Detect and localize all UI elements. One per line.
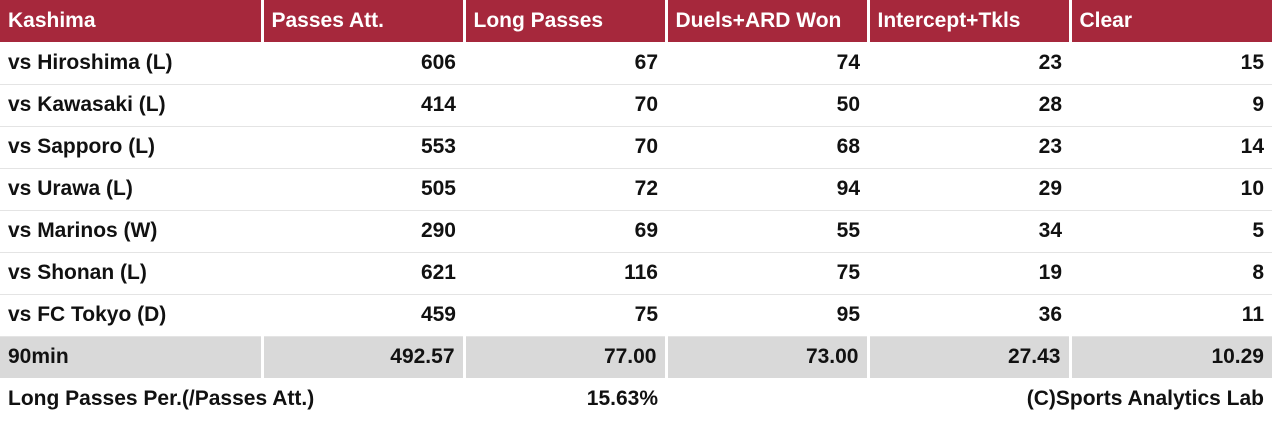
summary-value: 27.43 xyxy=(868,336,1072,378)
value-cell: 10 xyxy=(1070,168,1272,211)
value-cell: 75 xyxy=(666,252,868,295)
table-row: vs FC Tokyo (D) 459 75 95 36 11 xyxy=(0,294,1272,337)
summary-value: 73.00 xyxy=(666,336,870,378)
value-cell: 36 xyxy=(868,294,1070,337)
value-cell: 606 xyxy=(262,42,464,85)
summary-row: 90min 492.57 77.00 73.00 27.43 10.29 xyxy=(0,336,1272,378)
header-cell: Clear xyxy=(1070,0,1272,42)
header-cell: Passes Att. xyxy=(262,0,466,42)
footer-row: Long Passes Per.(/Passes Att.) 15.63% (C… xyxy=(0,378,1272,420)
value-cell: 55 xyxy=(666,210,868,253)
table-row: vs Sapporo (L) 553 70 68 23 14 xyxy=(0,126,1272,169)
row-label: vs Marinos (W) xyxy=(0,210,262,253)
value-cell: 75 xyxy=(464,294,666,337)
value-cell: 23 xyxy=(868,42,1070,85)
value-cell: 29 xyxy=(868,168,1070,211)
header-cell: Kashima xyxy=(0,0,264,42)
summary-value: 492.57 xyxy=(262,336,466,378)
footer-credit: (C)Sports Analytics Lab xyxy=(1026,387,1264,410)
value-cell: 553 xyxy=(262,126,464,169)
header-cell: Long Passes xyxy=(464,0,668,42)
row-label: vs Urawa (L) xyxy=(0,168,262,211)
value-cell: 15 xyxy=(1070,42,1272,85)
value-cell: 621 xyxy=(262,252,464,295)
value-cell: 505 xyxy=(262,168,464,211)
value-cell: 14 xyxy=(1070,126,1272,169)
row-label: vs Shonan (L) xyxy=(0,252,262,295)
table-row: vs Shonan (L) 621 116 75 19 8 xyxy=(0,252,1272,295)
summary-value: 77.00 xyxy=(464,336,668,378)
header-cell: Duels+ARD Won xyxy=(666,0,870,42)
table-row: vs Kawasaki (L) 414 70 50 28 9 xyxy=(0,84,1272,127)
row-label: vs Hiroshima (L) xyxy=(0,42,262,85)
value-cell: 67 xyxy=(464,42,666,85)
header-cell: Intercept+Tkls xyxy=(868,0,1072,42)
value-cell: 290 xyxy=(262,210,464,253)
value-cell: 28 xyxy=(868,84,1070,127)
table-row: vs Hiroshima (L) 606 67 74 23 15 xyxy=(0,42,1272,85)
value-cell: 459 xyxy=(262,294,464,337)
value-cell: 70 xyxy=(464,126,666,169)
footer-spacer xyxy=(666,378,868,420)
value-cell: 72 xyxy=(464,168,666,211)
table-row: vs Urawa (L) 505 72 94 29 10 xyxy=(0,168,1272,211)
row-label: vs Kawasaki (L) xyxy=(0,84,262,127)
value-cell: 11 xyxy=(1070,294,1272,337)
value-cell: 414 xyxy=(262,84,464,127)
value-cell: 69 xyxy=(464,210,666,253)
row-label: vs Sapporo (L) xyxy=(0,126,262,169)
value-cell: 94 xyxy=(666,168,868,211)
table-row: vs Marinos (W) 290 69 55 34 5 xyxy=(0,210,1272,253)
value-cell: 50 xyxy=(666,84,868,127)
header-row: Kashima Passes Att. Long Passes Duels+ARD W… xyxy=(0,0,1272,42)
value-cell: 70 xyxy=(464,84,666,127)
value-cell: 23 xyxy=(868,126,1070,169)
row-label: vs FC Tokyo (D) xyxy=(0,294,262,337)
summary-label: 90min xyxy=(0,336,264,378)
value-cell: 34 xyxy=(868,210,1070,253)
summary-value: 10.29 xyxy=(1070,336,1272,378)
value-cell: 95 xyxy=(666,294,868,337)
footer-label: Long Passes Per.(/Passes Att.) xyxy=(8,387,315,410)
value-cell: 19 xyxy=(868,252,1070,295)
value-cell: 5 xyxy=(1070,210,1272,253)
value-cell: 9 xyxy=(1070,84,1272,127)
footer-value: 15.63% xyxy=(586,387,658,410)
value-cell: 116 xyxy=(464,252,666,295)
value-cell: 74 xyxy=(666,42,868,85)
value-cell: 8 xyxy=(1070,252,1272,295)
value-cell: 68 xyxy=(666,126,868,169)
table-body: vs Hiroshima (L) 606 67 74 23 15 vs Kawasaki (… xyxy=(0,42,1272,378)
